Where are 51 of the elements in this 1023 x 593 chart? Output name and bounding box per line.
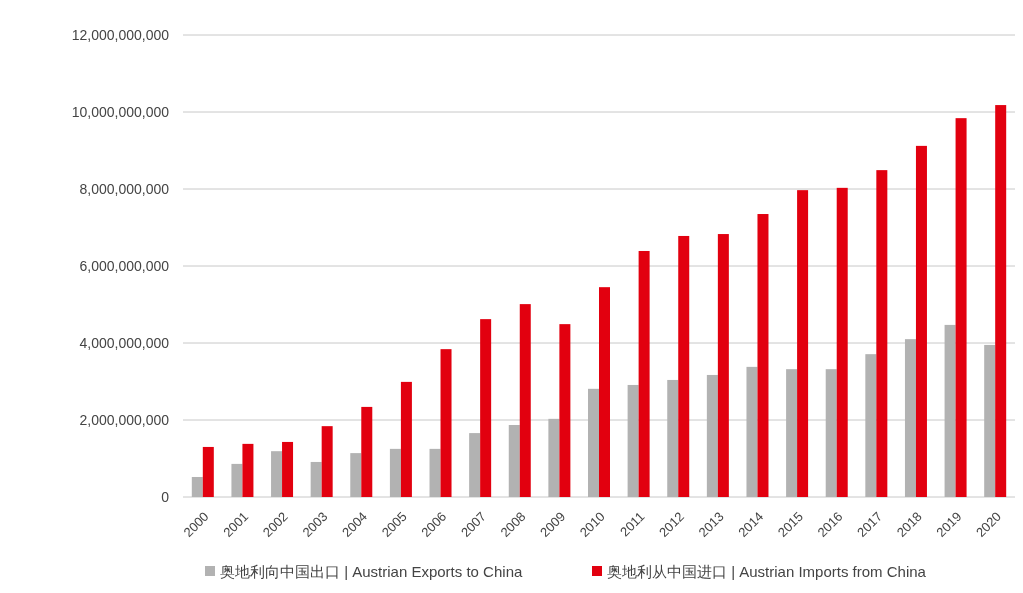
bar	[440, 349, 452, 497]
bar	[865, 354, 877, 497]
bar	[191, 476, 203, 497]
bar	[678, 235, 690, 497]
bar	[995, 105, 1007, 497]
bar	[984, 344, 996, 497]
bar	[638, 250, 650, 497]
bar	[271, 451, 283, 497]
y-tick-label: 6,000,000,000	[79, 258, 170, 274]
bar	[599, 287, 610, 497]
bar	[706, 374, 718, 497]
y-tick-label: 0	[161, 489, 170, 505]
y-tick-label: 4,000,000,000	[79, 335, 170, 351]
bar	[786, 369, 798, 497]
bar	[627, 384, 639, 497]
bar	[915, 145, 927, 497]
bar	[904, 339, 916, 497]
bar	[559, 324, 571, 497]
bar	[242, 443, 254, 497]
bar	[876, 170, 888, 497]
y-tick-label: 12,000,000,000	[71, 27, 170, 43]
bar	[955, 118, 967, 497]
y-tick-label: 8,000,000,000	[79, 181, 170, 197]
bar	[519, 304, 531, 497]
bar	[469, 433, 481, 497]
legend-label: 奥地利从中国进口 | Austrian Imports from China	[607, 563, 927, 580]
bar	[797, 190, 809, 497]
bar	[389, 448, 401, 497]
bar	[480, 319, 492, 497]
bar	[548, 418, 560, 497]
bar	[717, 234, 729, 497]
bar	[321, 426, 333, 497]
y-tick-label: 2,000,000,000	[79, 412, 170, 428]
bar	[836, 187, 848, 497]
legend-label: 奥地利向中国出口 | Austrian Exports to China	[220, 563, 523, 580]
y-tick-label: 10,000,000,000	[71, 104, 170, 120]
bar	[361, 406, 373, 497]
bar	[429, 448, 441, 497]
bar	[202, 446, 214, 497]
bar	[588, 388, 599, 497]
bar	[508, 425, 520, 497]
bar	[757, 214, 769, 497]
bar	[825, 369, 837, 497]
bar	[231, 463, 243, 497]
bar	[746, 366, 758, 497]
bar	[282, 441, 294, 497]
bar	[944, 324, 956, 497]
bar	[400, 381, 412, 497]
bar	[310, 461, 322, 497]
bar	[667, 379, 679, 497]
bar	[350, 453, 362, 497]
